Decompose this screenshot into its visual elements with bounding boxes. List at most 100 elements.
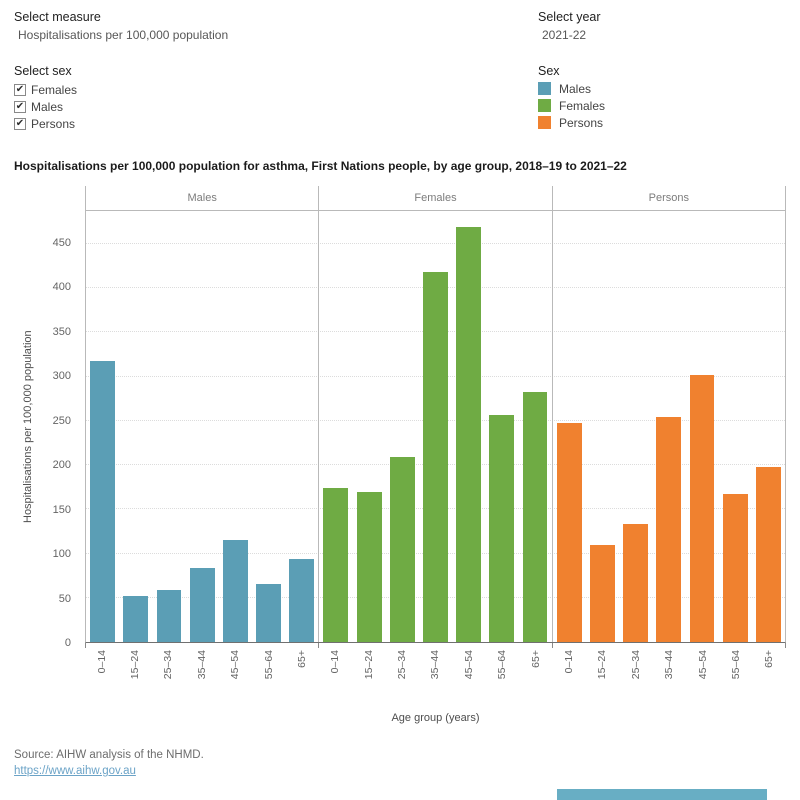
sex-filter-option-females[interactable]: ✔ Females <box>14 81 77 98</box>
y-tick-label: 250 <box>52 414 71 427</box>
bar-band <box>252 211 285 642</box>
y-tick-label: 300 <box>52 370 71 383</box>
checkbox-icon[interactable]: ✔ <box>14 117 26 130</box>
x-axis-tick <box>85 643 86 648</box>
x-label-band: 15–24 <box>586 647 619 695</box>
bar-persons-35–44[interactable] <box>656 417 682 642</box>
y-tick-label: 200 <box>52 459 71 472</box>
bar-females-35–44[interactable] <box>423 272 448 642</box>
x-label-band: 15–24 <box>118 647 151 695</box>
bar-persons-65+[interactable] <box>755 466 781 642</box>
bar-males-55–64[interactable] <box>256 584 281 642</box>
bar-males-25–34[interactable] <box>156 589 182 642</box>
x-tick-label: 55–64 <box>729 650 742 680</box>
panel-header-females: Females <box>318 186 551 210</box>
select-sex-label: Select sex <box>14 64 72 78</box>
horizontal-scrollbar-thumb[interactable] <box>557 789 767 800</box>
y-tick-label: 350 <box>52 325 71 338</box>
legend-label: Males <box>559 81 592 96</box>
bar-females-25–34[interactable] <box>389 457 415 642</box>
legend-item-males[interactable]: Males <box>538 80 605 97</box>
x-label-band: 15–24 <box>352 647 385 695</box>
bar-band <box>152 211 185 642</box>
bar-persons-55–64[interactable] <box>722 494 748 642</box>
select-year-label: Select year <box>538 10 601 24</box>
bar-males-0–14[interactable] <box>90 360 116 642</box>
bar-band <box>752 211 785 642</box>
x-axis-title: Age group (years) <box>391 712 480 724</box>
x-tick-label: 65+ <box>763 650 776 668</box>
bar-persons-45–54[interactable] <box>689 374 715 642</box>
gridline <box>86 242 785 244</box>
bar-persons-15–24[interactable] <box>589 544 615 642</box>
x-tick-label: 15–24 <box>129 650 142 680</box>
legend-label: Persons <box>559 115 604 130</box>
panel-header-persons: Persons <box>551 186 785 210</box>
x-label-band: 45–54 <box>219 647 252 695</box>
x-label-band: 25–34 <box>619 647 652 695</box>
select-measure-value[interactable]: Hospitalisations per 100,000 population <box>18 28 229 42</box>
bar-band <box>652 211 685 642</box>
bar-females-0–14[interactable] <box>323 488 349 642</box>
panel-females <box>318 211 551 642</box>
legend-swatch <box>538 116 551 129</box>
bar-band <box>219 211 252 642</box>
sex-filter-checkbox-list: ✔ Females ✔ Males ✔ Persons <box>14 81 77 132</box>
panel-males <box>86 211 318 642</box>
x-label-group-males: 0–14 15–24 25–34 35–44 45–54 55–64 65+ <box>85 647 319 695</box>
bar-persons-25–34[interactable] <box>623 524 649 642</box>
checkbox-label: Males <box>31 99 64 114</box>
bar-band <box>119 211 152 642</box>
x-tick-label: 65+ <box>529 650 542 668</box>
y-tick-label: 400 <box>52 281 71 294</box>
legend-swatch <box>538 99 551 112</box>
sex-filter-option-males[interactable]: ✔ Males <box>14 98 77 115</box>
x-axis-labels: 0–14 15–24 25–34 35–44 45–54 55–64 65+ 0–14 15–2… <box>85 647 786 695</box>
bar-band <box>719 211 752 642</box>
y-tick-label: 100 <box>52 548 71 561</box>
legend-title: Sex <box>538 64 560 78</box>
bar-females-65+[interactable] <box>522 391 548 642</box>
checkbox-icon[interactable]: ✔ <box>14 100 26 113</box>
bar-males-35–44[interactable] <box>189 567 215 642</box>
x-tick-label: 35–44 <box>195 650 208 680</box>
sex-filter-option-persons[interactable]: ✔ Persons <box>14 115 77 132</box>
bar-band <box>452 211 485 642</box>
bar-band <box>419 211 452 642</box>
bar-males-45–54[interactable] <box>222 540 248 642</box>
x-label-band: 35–44 <box>652 647 685 695</box>
x-label-band: 45–54 <box>686 647 719 695</box>
bar-males-15–24[interactable] <box>123 595 149 642</box>
bar-females-55–64[interactable] <box>489 415 515 642</box>
checkbox-icon[interactable]: ✔ <box>14 83 26 96</box>
x-label-band: 0–14 <box>85 647 118 695</box>
bar-males-65+[interactable] <box>289 558 315 642</box>
bar-females-15–24[interactable] <box>356 491 382 642</box>
y-tick-label: 50 <box>58 592 71 605</box>
panel-header-band: Males Females Persons <box>85 186 786 210</box>
bar-band <box>586 211 619 642</box>
x-label-band: 65+ <box>285 647 318 695</box>
x-tick-label: 15–24 <box>362 650 375 680</box>
legend-item-persons[interactable]: Persons <box>538 114 605 131</box>
bar-persons-0–14[interactable] <box>556 422 582 642</box>
legend-item-females[interactable]: Females <box>538 97 605 114</box>
bar-females-45–54[interactable] <box>456 226 482 642</box>
x-label-band: 55–64 <box>252 647 285 695</box>
x-label-band: 45–54 <box>452 647 485 695</box>
y-axis-ticks: 0 50 100 150 200 250 300 350 400 450 <box>0 210 77 649</box>
panel-persons <box>551 211 785 642</box>
source-link[interactable]: https://www.aihw.gov.au <box>14 765 136 777</box>
select-year-value[interactable]: 2021-22 <box>542 28 587 42</box>
bar-band <box>319 211 352 642</box>
x-label-band: 55–64 <box>719 647 752 695</box>
bar-band <box>485 211 518 642</box>
x-tick-label: 45–54 <box>462 650 475 680</box>
x-label-band: 65+ <box>753 647 786 695</box>
checkbox-label: Females <box>31 82 78 97</box>
x-tick-label: 45–54 <box>229 650 242 680</box>
x-tick-label: 35–44 <box>663 650 676 680</box>
checkbox-label: Persons <box>31 116 76 131</box>
x-tick-label: 35–44 <box>429 650 442 680</box>
